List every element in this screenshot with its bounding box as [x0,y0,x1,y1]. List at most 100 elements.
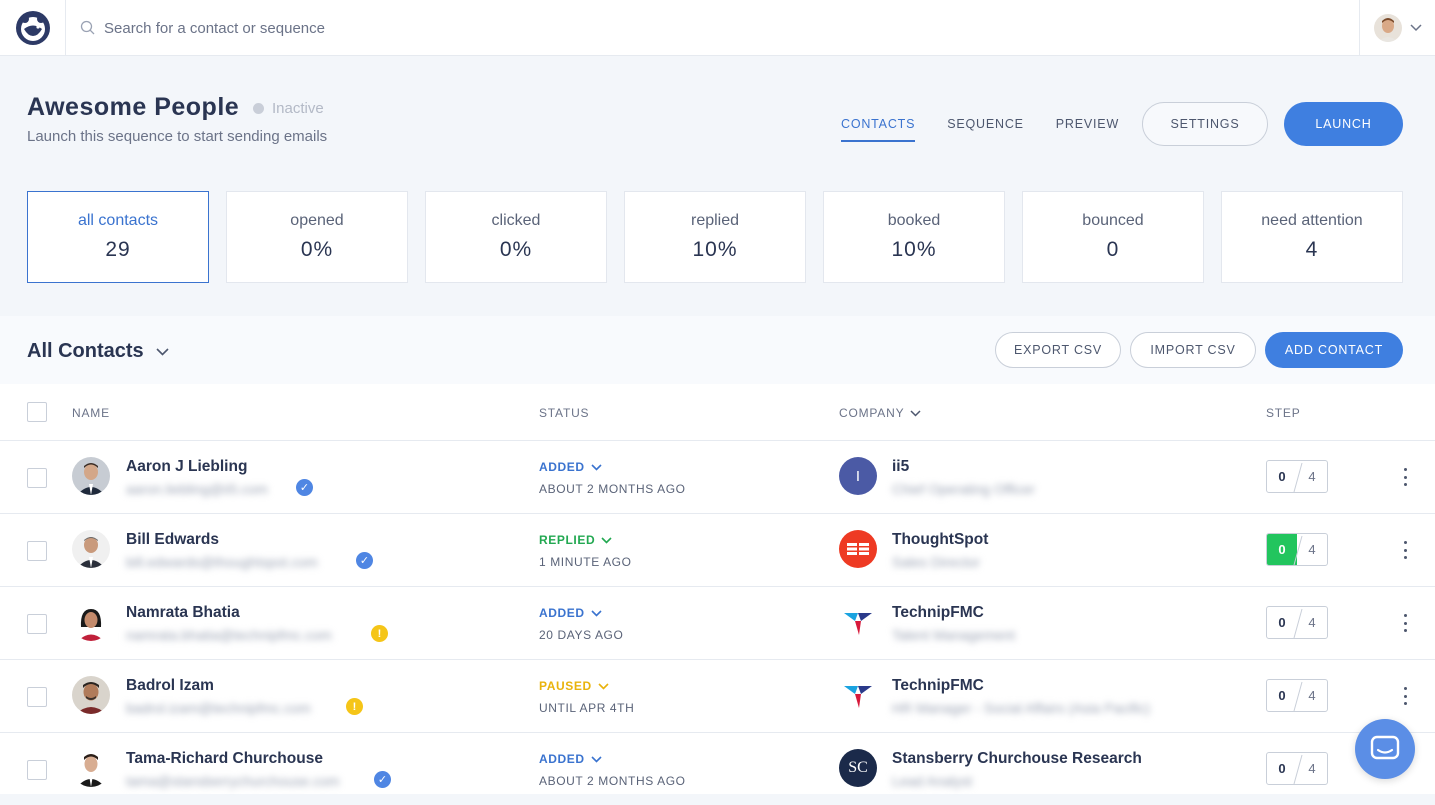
stat-value: 29 [105,238,131,261]
table-row[interactable]: Badrol Izam badrol.izam@technipfmc.com !… [0,659,1435,732]
step-divider [1293,462,1303,492]
stat-label: need attention [1261,212,1363,229]
contact-name[interactable]: Badrol Izam [126,677,214,694]
status-dropdown[interactable]: REPLIED [539,533,612,547]
step-total: 4 [1308,688,1316,703]
contact-title: Chief Operating Officer [892,481,1035,497]
select-all-checkbox[interactable] [27,402,47,422]
step-indicator: 0 4 [1266,752,1328,785]
chevron-down-icon [156,347,169,356]
contact-title: HR Manager - Social Affairs (Asia Pacifi… [892,700,1151,716]
sequence-status: Inactive [253,100,324,117]
stat-opened[interactable]: opened 0% [226,191,408,283]
stat-replied[interactable]: replied 10% [624,191,806,283]
avatar [72,676,110,714]
status-label: ADDED [539,752,585,766]
stat-need-attention[interactable]: need attention 4 [1221,191,1403,283]
contact-name[interactable]: Namrata Bhatia [126,604,240,621]
user-menu[interactable] [1359,0,1435,56]
contact-email: namrata.bhatia@technipfmc.com [126,627,332,643]
step-current: 0 [1278,688,1286,703]
status-time: 1 MINUTE AGO [539,555,632,569]
table-row[interactable]: Bill Edwards bill.edwards@thoughtspot.co… [0,513,1435,586]
row-checkbox[interactable] [27,614,47,634]
status-dot-icon [253,103,264,114]
import-csv-button[interactable]: IMPORT CSV [1130,332,1256,368]
chevron-down-icon [591,463,602,471]
step-total: 4 [1308,615,1316,630]
status-dropdown[interactable]: ADDED [539,606,602,620]
stat-clicked[interactable]: clicked 0% [425,191,607,283]
status-label: ADDED [539,460,585,474]
company-name: ThoughtSpot [892,531,989,548]
stat-value: 0% [300,238,334,261]
chevron-down-icon [910,409,921,417]
add-contact-button[interactable]: ADD CONTACT [1265,332,1403,368]
row-checkbox[interactable] [27,760,47,780]
tab-sequence[interactable]: SEQUENCE [947,117,1024,131]
status-dropdown[interactable]: PAUSED [539,679,609,693]
chat-launcher-button[interactable] [1355,719,1415,779]
user-avatar[interactable] [1373,14,1402,42]
stat-all-contacts[interactable]: all contacts 29 [27,191,209,283]
status-time: ABOUT 2 MONTHS AGO [539,482,686,496]
column-header-status[interactable]: STATUS [539,406,590,420]
column-header-step[interactable]: STEP [1266,406,1301,420]
row-checkbox[interactable] [27,687,47,707]
page-title: Awesome People [27,93,240,121]
stat-label: all contacts [77,212,159,229]
step-indicator: 0 4 [1266,679,1328,712]
list-filter-dropdown[interactable]: All Contacts [27,340,169,363]
search-bar[interactable]: Search for a contact or sequence [80,16,325,40]
table-row[interactable]: Tama-Richard Churchouse tama@stansberryc… [0,732,1435,805]
avatar [72,530,110,568]
contacts-toolbar: All Contacts EXPORT CSV IMPORT CSV ADD C… [0,316,1435,384]
bear-logo-icon [15,11,50,45]
app-logo[interactable] [0,0,66,56]
more-options-icon[interactable] [1400,541,1410,559]
company-name: TechnipFMC [892,677,984,694]
step-total: 4 [1308,469,1316,484]
contacts-panel: All Contacts EXPORT CSV IMPORT CSV ADD C… [0,316,1435,794]
tab-preview[interactable]: PREVIEW [1055,117,1120,131]
more-options-icon[interactable] [1400,614,1410,632]
row-checkbox[interactable] [27,541,47,561]
step-current: 0 [1267,534,1297,565]
step-divider [1293,754,1303,784]
contact-name[interactable]: Aaron J Liebling [126,458,248,475]
chevron-down-icon[interactable] [1409,24,1422,32]
contact-title: Sales Director [892,554,980,570]
company-logo: SC [839,749,877,787]
stat-bounced[interactable]: bounced 0 [1022,191,1204,283]
table-row[interactable]: Namrata Bhatia namrata.bhatia@technipfmc… [0,586,1435,659]
table-row[interactable]: Aaron J Liebling aaron.liebling@ii5.com … [0,440,1435,513]
chevron-down-icon [601,536,612,544]
status-dropdown[interactable]: ADDED [539,752,602,766]
column-header-name[interactable]: NAME [72,406,110,420]
chevron-down-icon [591,609,602,617]
stat-booked[interactable]: booked 10% [823,191,1005,283]
export-csv-button[interactable]: EXPORT CSV [995,332,1121,368]
company-logo [839,676,877,714]
row-checkbox[interactable] [27,468,47,488]
step-current: 0 [1278,761,1286,776]
stat-value: 10% [891,238,937,261]
contact-email: aaron.liebling@ii5.com [126,481,268,497]
company-name: ii5 [892,458,910,475]
settings-button[interactable]: SETTINGS [1142,102,1268,146]
verified-icon: ✓ [296,479,313,496]
company-name: TechnipFMC [892,604,984,621]
step-total: 4 [1308,542,1316,557]
avatar [72,603,110,641]
status-dropdown[interactable]: ADDED [539,460,602,474]
tab-contacts[interactable]: CONTACTS [841,117,916,142]
search-input[interactable]: Search for a contact or sequence [104,19,325,37]
top-bar: Search for a contact or sequence [0,0,1435,56]
contact-name[interactable]: Tama-Richard Churchouse [126,750,323,767]
column-header-company[interactable]: COMPANY [839,406,921,420]
more-options-icon[interactable] [1400,687,1410,705]
step-indicator: 0 4 [1266,606,1328,639]
more-options-icon[interactable] [1400,468,1410,486]
launch-button[interactable]: LAUNCH [1284,102,1403,146]
contact-name[interactable]: Bill Edwards [126,531,220,548]
